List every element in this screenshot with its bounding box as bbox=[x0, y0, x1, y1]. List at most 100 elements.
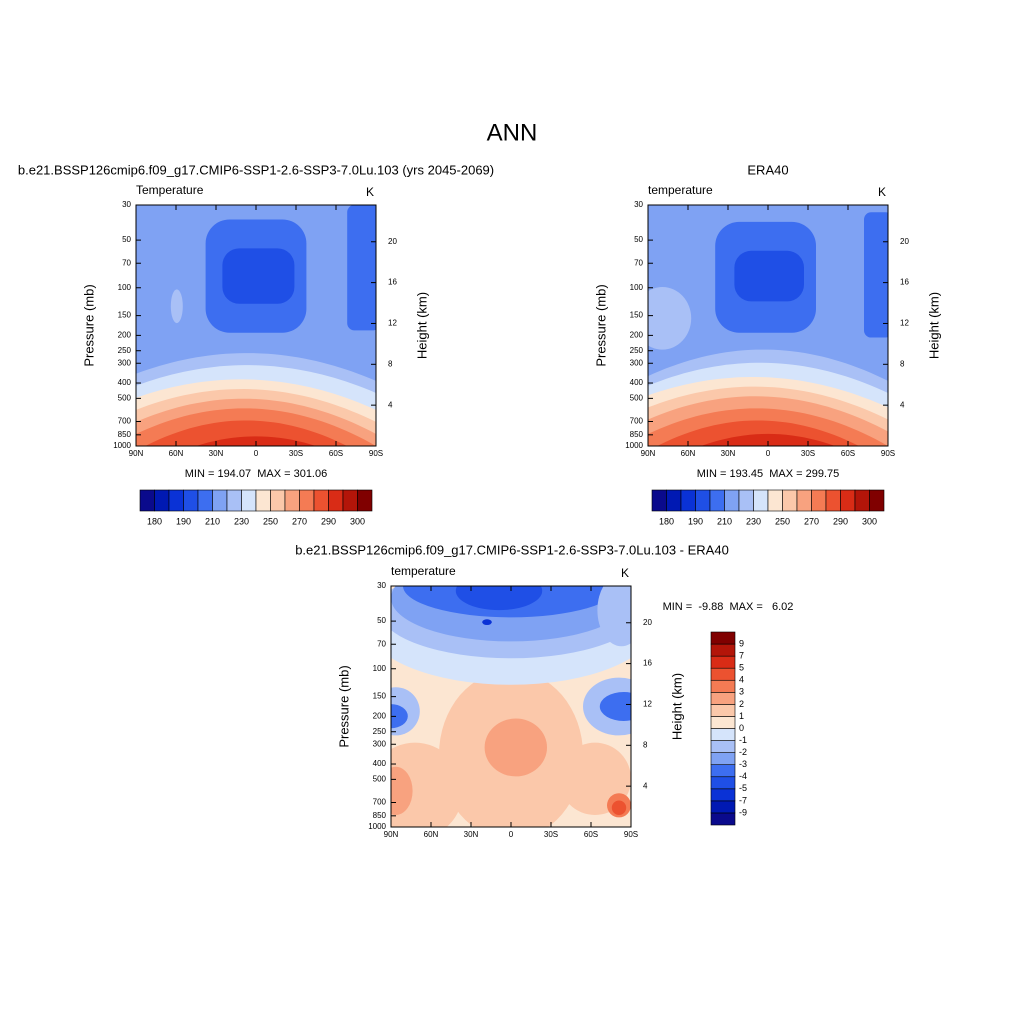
colorbar-label: 250 bbox=[775, 516, 790, 526]
colorbar-label: -5 bbox=[739, 783, 747, 793]
y2-tick-label: 12 bbox=[900, 319, 909, 328]
y-tick-label: 50 bbox=[634, 235, 643, 244]
colorbar-box bbox=[710, 679, 736, 693]
min-max-label: MIN = 193.45 MAX = 299.75 bbox=[697, 468, 839, 480]
contour-fill bbox=[597, 586, 631, 647]
y-tick-label: 400 bbox=[118, 378, 132, 387]
colorbar-box bbox=[767, 489, 783, 512]
x-tick-label: 60N bbox=[169, 449, 184, 458]
colorbar-label: -2 bbox=[739, 747, 747, 757]
x-tick-label: 60N bbox=[424, 830, 439, 839]
x-tick-label: 30S bbox=[289, 449, 303, 458]
y-tick-label: 1000 bbox=[368, 822, 386, 831]
x-tick-label: 90S bbox=[369, 449, 383, 458]
y2-tick-label: 16 bbox=[643, 659, 652, 668]
y-tick-label: 50 bbox=[122, 235, 131, 244]
y-tick-label: 100 bbox=[118, 283, 132, 292]
min-max-label: MIN = 194.07 MAX = 301.06 bbox=[185, 468, 327, 480]
colorbar-box bbox=[710, 692, 736, 705]
colorbar-box bbox=[357, 489, 373, 512]
colorbar-box bbox=[710, 728, 736, 741]
colorbar-box bbox=[796, 489, 812, 512]
colorbar-label: 180 bbox=[659, 516, 674, 526]
y-tick-label: 300 bbox=[373, 739, 387, 748]
y-tick-label: 850 bbox=[118, 430, 132, 439]
colorbar-label: -7 bbox=[739, 795, 747, 805]
contour-fill bbox=[347, 205, 376, 331]
x-tick-label: 60S bbox=[584, 830, 598, 839]
y-tick-label: 50 bbox=[377, 616, 386, 625]
x-tick-label: 0 bbox=[509, 830, 514, 839]
panel-title: b.e21.BSSP126cmip6.f09_g17.CMIP6-SSP1-2.… bbox=[18, 162, 494, 177]
y-tick-label: 300 bbox=[630, 358, 644, 367]
y-tick-label: 200 bbox=[630, 330, 644, 339]
colorbar-box bbox=[825, 489, 841, 512]
contour-field bbox=[136, 205, 376, 446]
y-tick-label: 500 bbox=[373, 774, 387, 783]
y2-tick-label: 8 bbox=[900, 359, 905, 368]
colorbar-box bbox=[811, 489, 827, 512]
y2-axis-label: Height (km) bbox=[414, 292, 429, 359]
colorbar-label: 300 bbox=[350, 516, 365, 526]
figure-title: ANN bbox=[487, 119, 538, 146]
y-tick-label: 150 bbox=[630, 311, 644, 320]
y-tick-label: 30 bbox=[122, 200, 131, 209]
colorbar-box bbox=[680, 489, 696, 512]
colorbar-label: 290 bbox=[833, 516, 848, 526]
y-tick-label: 400 bbox=[373, 759, 387, 768]
colorbar-box bbox=[313, 489, 329, 512]
colorbar-box bbox=[782, 489, 798, 512]
colorbar-box bbox=[255, 489, 271, 512]
colorbar-box bbox=[168, 489, 184, 512]
left-string: temperature bbox=[648, 183, 713, 197]
colorbar-label: 7 bbox=[739, 651, 744, 661]
y-tick-label: 30 bbox=[634, 200, 643, 209]
contour-fill bbox=[648, 286, 692, 350]
colorbar-box bbox=[651, 489, 667, 512]
colorbar-box bbox=[710, 704, 736, 717]
colorbar-box bbox=[710, 643, 736, 657]
colorbar-box bbox=[869, 489, 885, 512]
colorbar-label: 1 bbox=[739, 711, 744, 721]
colorbar-label: 2 bbox=[739, 699, 744, 709]
colorbar-label: 190 bbox=[688, 516, 703, 526]
colorbar-box bbox=[212, 489, 228, 512]
colorbar-box bbox=[695, 489, 711, 512]
colorbar-box bbox=[709, 489, 725, 512]
y-axis-label: Pressure (mb) bbox=[593, 284, 608, 366]
y-tick-label: 850 bbox=[630, 430, 644, 439]
y-tick-label: 200 bbox=[373, 711, 387, 720]
x-tick-label: 0 bbox=[766, 449, 771, 458]
contour-fill bbox=[484, 718, 547, 777]
x-tick-label: 90S bbox=[881, 449, 895, 458]
y2-axis-label: Height (km) bbox=[926, 292, 941, 359]
colorbar-box bbox=[710, 800, 736, 814]
y2-tick-label: 4 bbox=[900, 400, 905, 409]
colorbar-box bbox=[328, 489, 344, 512]
y-tick-label: 200 bbox=[118, 330, 132, 339]
colorbar-label: 5 bbox=[739, 663, 744, 673]
colorbar-label: 230 bbox=[746, 516, 761, 526]
right-string: K bbox=[621, 566, 629, 580]
contour-fill bbox=[391, 704, 408, 729]
colorbar-box bbox=[241, 489, 257, 512]
contour-fill bbox=[734, 250, 804, 302]
colorbar-box bbox=[710, 776, 736, 790]
colorbar-label: 190 bbox=[176, 516, 191, 526]
min-max-label: MIN = -9.88 MAX = 6.02 bbox=[663, 601, 794, 613]
y2-tick-label: 16 bbox=[388, 278, 397, 287]
y2-tick-label: 4 bbox=[643, 781, 648, 790]
y-tick-label: 850 bbox=[373, 811, 387, 820]
y-tick-label: 70 bbox=[634, 258, 643, 267]
colorbar-box bbox=[710, 667, 736, 681]
y2-tick-label: 20 bbox=[388, 237, 397, 246]
colorbar-label: 270 bbox=[292, 516, 307, 526]
colorbar-box bbox=[710, 631, 736, 645]
colorbar-box bbox=[154, 489, 170, 512]
y-tick-label: 700 bbox=[630, 417, 644, 426]
x-tick-label: 60S bbox=[841, 449, 855, 458]
panel-title: b.e21.BSSP126cmip6.f09_g17.CMIP6-SSP1-2.… bbox=[295, 542, 729, 557]
colorbar-label: 9 bbox=[739, 638, 744, 648]
y-tick-label: 70 bbox=[377, 639, 386, 648]
x-tick-label: 90N bbox=[641, 449, 656, 458]
